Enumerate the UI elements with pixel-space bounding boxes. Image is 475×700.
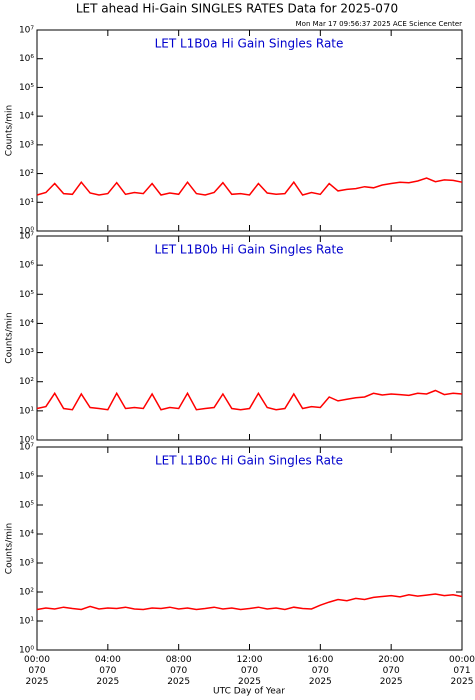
y-tick-label: 10⁷	[19, 443, 34, 453]
y-axis-label: Counts/min	[5, 523, 15, 574]
x-tick-label-line: 2025	[451, 677, 474, 687]
data-line	[36, 389, 463, 411]
x-tick-label-line: 04:00	[95, 655, 121, 665]
x-tick-label-line: 12:00	[237, 655, 263, 665]
x-tick-label-line: 16:00	[307, 655, 333, 665]
y-tick-label: 10⁵	[19, 290, 34, 300]
x-tick-label-line: 071	[453, 666, 470, 676]
panel-title: LET L1B0a Hi Gain Singles Rate	[155, 37, 344, 51]
y-tick-label: 10³	[19, 140, 34, 150]
x-tick-label: 00:00 070 2025	[24, 655, 50, 687]
plot-frame	[36, 446, 463, 651]
y-tick-label: 10¹	[19, 198, 34, 208]
y-tick-label: 10³	[19, 559, 34, 569]
data-line	[36, 177, 463, 196]
x-tick-label-line: 070	[383, 666, 400, 676]
panel-title: LET L1B0b Hi Gain Singles Rate	[154, 243, 343, 257]
x-tick-label-line: 20:00	[378, 655, 404, 665]
y-tick-label: 10⁶	[19, 54, 34, 64]
y-tick-label: 10⁶	[19, 472, 34, 482]
data-line	[36, 593, 463, 611]
subtitle: Mon Mar 17 09:56:37 2025 ACE Science Cen…	[296, 20, 462, 28]
y-tick-label: 10²	[19, 377, 34, 387]
y-tick-label: 10¹	[19, 617, 34, 627]
x-tick-label-line: 00:00	[24, 655, 50, 665]
y-tick-label: 10⁰	[19, 436, 34, 446]
y-tick-label: 10³	[19, 348, 34, 358]
y-tick-label: 10⁴	[19, 530, 34, 540]
chart-title: LET ahead Hi-Gain SINGLES RATES Data for…	[76, 2, 398, 16]
y-tick-label: 10⁷	[19, 26, 34, 36]
y-tick-label: 10⁵	[19, 501, 34, 511]
x-tick-label-line: 070	[241, 666, 258, 676]
y-tick-label: 10⁷	[19, 232, 34, 242]
x-axis-label: UTC Day of Year	[213, 687, 285, 697]
y-tick-label: 10⁰	[19, 646, 34, 656]
y-tick-label: 10⁴	[19, 319, 34, 329]
x-tick-label-line: 070	[170, 666, 187, 676]
x-tick-label-line: 2025	[26, 677, 49, 687]
y-tick-label: 10⁴	[19, 112, 34, 122]
x-tick-label-line: 2025	[96, 677, 119, 687]
x-tick-label-line: 070	[99, 666, 116, 676]
x-tick-label-line: 2025	[238, 677, 261, 687]
y-tick-label: 10²	[19, 169, 34, 179]
x-tick-label-line: 2025	[167, 677, 190, 687]
plot-frame	[36, 29, 463, 232]
x-tick-label-line: 00:00	[449, 655, 475, 665]
x-tick-label: 16:00 070 2025	[307, 655, 333, 687]
x-tick-label-line: 070	[28, 666, 45, 676]
y-tick-label: 10¹	[19, 406, 34, 416]
x-tick-label: 00:00 071 2025	[449, 655, 475, 687]
x-tick-label-line: 08:00	[166, 655, 192, 665]
x-tick-label: 20:00 070 2025	[378, 655, 404, 687]
x-tick-label-line: 070	[312, 666, 329, 676]
y-tick-label: 10⁰	[19, 227, 34, 237]
x-tick-label-line: 2025	[309, 677, 332, 687]
x-tick-label: 08:00 070 2025	[166, 655, 192, 687]
panel-title: LET L1B0c Hi Gain Singles Rate	[155, 454, 343, 468]
y-tick-label: 10⁵	[19, 83, 34, 93]
y-tick-label: 10²	[19, 588, 34, 598]
x-tick-label-line: 2025	[380, 677, 403, 687]
y-axis-label: Counts/min	[5, 312, 15, 363]
y-axis-label: Counts/min	[5, 105, 15, 156]
x-tick-label: 04:00 070 2025	[95, 655, 121, 687]
y-tick-label: 10⁶	[19, 261, 34, 271]
x-tick-label: 12:00 070 2025	[237, 655, 263, 687]
